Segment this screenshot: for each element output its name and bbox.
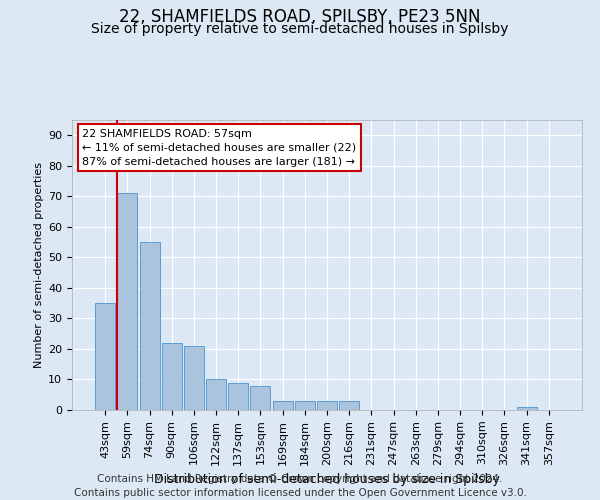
- Bar: [118, 194, 137, 410]
- Bar: [317, 401, 337, 410]
- Bar: [517, 407, 536, 410]
- Bar: [140, 242, 160, 410]
- Text: Contains HM Land Registry data © Crown copyright and database right 2024.
Contai: Contains HM Land Registry data © Crown c…: [74, 474, 526, 498]
- Bar: [250, 386, 271, 410]
- Bar: [184, 346, 204, 410]
- Bar: [95, 303, 115, 410]
- Bar: [295, 401, 315, 410]
- Text: 22 SHAMFIELDS ROAD: 57sqm
← 11% of semi-detached houses are smaller (22)
87% of : 22 SHAMFIELDS ROAD: 57sqm ← 11% of semi-…: [82, 128, 356, 166]
- Bar: [272, 401, 293, 410]
- Text: 22, SHAMFIELDS ROAD, SPILSBY, PE23 5NN: 22, SHAMFIELDS ROAD, SPILSBY, PE23 5NN: [119, 8, 481, 26]
- X-axis label: Distribution of semi-detached houses by size in Spilsby: Distribution of semi-detached houses by …: [154, 473, 500, 486]
- Bar: [339, 401, 359, 410]
- Bar: [162, 343, 182, 410]
- Text: Size of property relative to semi-detached houses in Spilsby: Size of property relative to semi-detach…: [91, 22, 509, 36]
- Y-axis label: Number of semi-detached properties: Number of semi-detached properties: [34, 162, 44, 368]
- Bar: [206, 380, 226, 410]
- Bar: [228, 382, 248, 410]
